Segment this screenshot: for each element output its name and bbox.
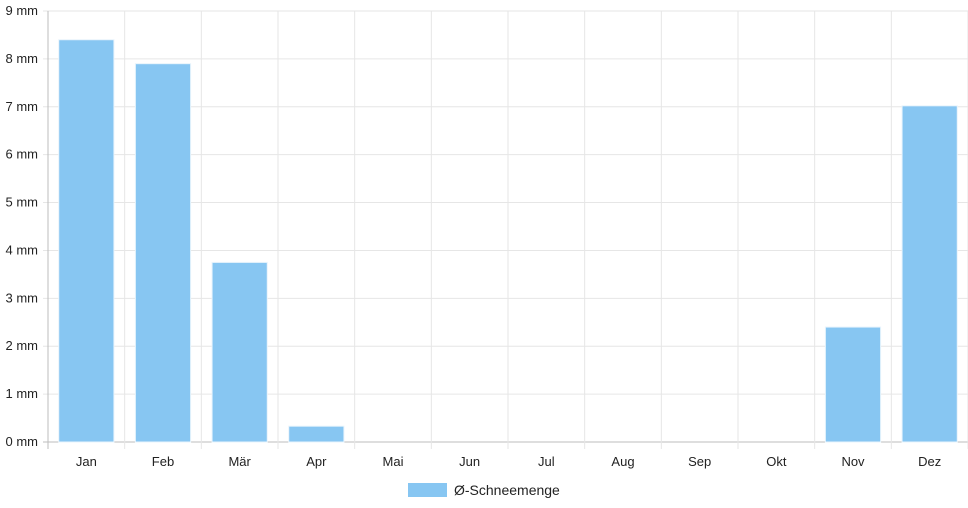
y-tick-label: 5 mm: [6, 195, 39, 210]
bar-Jan[interactable]: [58, 39, 115, 443]
y-tick-label: 3 mm: [6, 290, 39, 305]
y-tick-label: 4 mm: [6, 242, 39, 257]
legend-swatch[interactable]: [408, 483, 447, 497]
y-tick-label: 0 mm: [6, 434, 39, 449]
y-tick-label: 1 mm: [6, 386, 39, 401]
bar-Dez[interactable]: [901, 105, 958, 443]
bars: [58, 39, 958, 443]
y-tick-label: 7 mm: [6, 99, 39, 114]
x-tick-label: Jan: [76, 454, 97, 469]
x-tick-label: Aug: [611, 454, 634, 469]
x-axis-tick-labels: Jan Feb Mär Apr Mai Jun Jul Aug Sep Okt Nov Dez: [76, 454, 941, 469]
grid-lines: [43, 10, 968, 449]
y-tick-label: 6 mm: [6, 147, 39, 162]
legend-label[interactable]: Ø-Schneemenge: [454, 482, 560, 498]
x-tick-label: Mär: [228, 454, 251, 469]
x-tick-label: Nov: [841, 454, 865, 469]
x-tick-label: Jun: [459, 454, 480, 469]
x-tick-label: Dez: [918, 454, 941, 469]
x-tick-label: Feb: [152, 454, 174, 469]
bar-Nov[interactable]: [824, 326, 882, 443]
y-axis-tick-labels: 0 mm 1 mm 2 mm 3 mm 4 mm 5 mm 6 mm 7 mm 8 mm 9 mm: [6, 3, 39, 449]
x-tick-label: Jul: [538, 454, 555, 469]
legend[interactable]: Ø-Schneemenge: [408, 482, 560, 498]
bar-Mär[interactable]: [211, 261, 268, 443]
y-tick-label: 2 mm: [6, 338, 39, 353]
x-tick-label: Apr: [306, 454, 327, 469]
x-tick-label: Sep: [688, 454, 711, 469]
y-tick-label: 9 mm: [6, 3, 39, 18]
bar-Feb[interactable]: [134, 63, 192, 443]
y-tick-label: 8 mm: [6, 51, 39, 66]
bar-Apr[interactable]: [288, 425, 345, 443]
x-tick-label: Okt: [766, 454, 787, 469]
x-tick-label: Mai: [383, 454, 404, 469]
